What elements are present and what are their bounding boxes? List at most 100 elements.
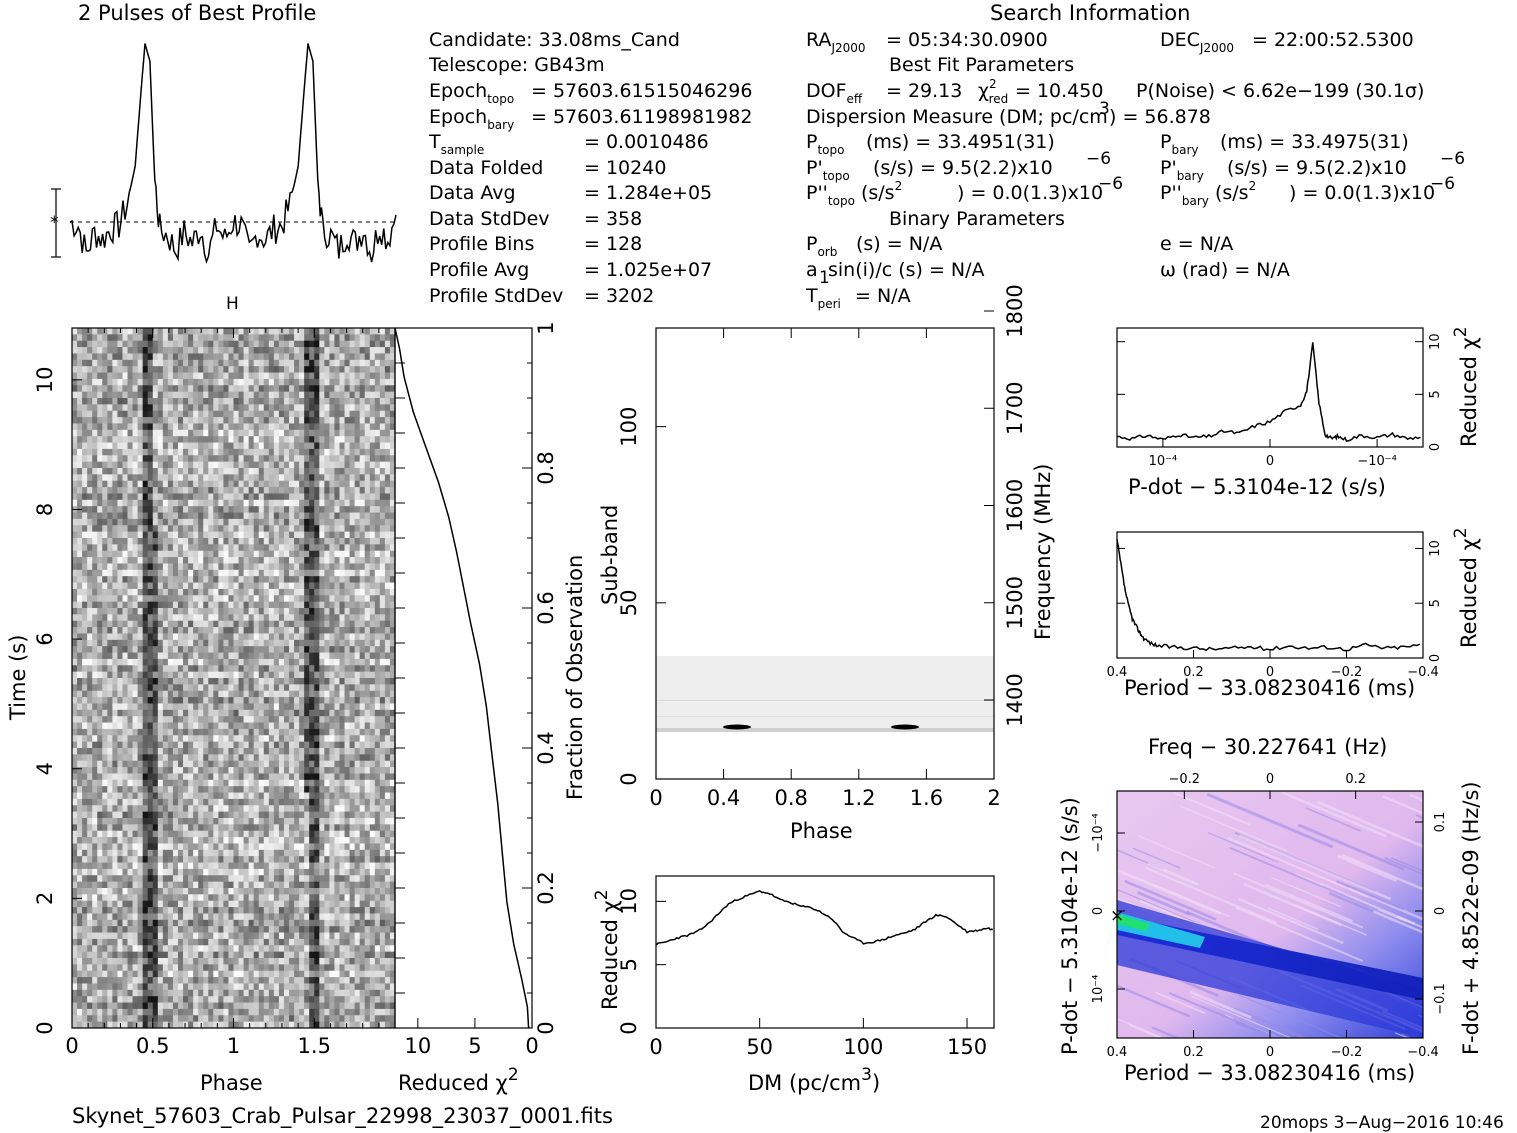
time-phase-cell [364, 703, 371, 711]
time-phase-cell [294, 480, 300, 488]
time-phase-cell [92, 442, 98, 450]
time-phase-cell [364, 448, 371, 456]
time-phase-cell [258, 531, 265, 539]
time-phase-cell [248, 493, 255, 501]
time-phase-cell [359, 429, 366, 437]
time-phase-cell [208, 550, 214, 558]
time-phase-cell [208, 340, 214, 348]
time-phase-cell [87, 811, 93, 819]
time-phase-cell [233, 614, 239, 622]
time-phase-cell [309, 671, 315, 679]
time-phase-cell [157, 531, 164, 539]
time-phase-cell [369, 735, 376, 743]
time-phase-cell [248, 436, 255, 443]
time-phase-cell [142, 620, 149, 628]
time-phase-cell [369, 703, 376, 711]
time-phase-cell [248, 487, 255, 494]
time-phase-cell [248, 697, 255, 704]
time-phase-cell [77, 811, 83, 819]
time-phase-cell [253, 735, 260, 743]
time-phase-cell [243, 378, 250, 386]
time-phase-cell [72, 582, 78, 590]
time-phase-cell [142, 588, 149, 596]
time-phase-cell [162, 436, 169, 443]
time-phase-cell [127, 398, 133, 405]
time-phase-cell [132, 385, 139, 393]
time-phase-cell [132, 410, 139, 418]
time-phase-cell [283, 646, 290, 653]
time-phase-cell [349, 608, 356, 615]
time-phase-cell [198, 684, 204, 692]
time-phase-cell [329, 582, 335, 590]
time-phase-cell [177, 595, 184, 603]
time-phase-cell [82, 786, 88, 793]
time-phase-cell [117, 436, 123, 443]
time-phase-cell [263, 417, 270, 424]
time-phase-cell [304, 487, 310, 494]
time-phase-cell [233, 582, 239, 590]
time-phase-cell [359, 728, 366, 736]
time-phase-cell [208, 455, 214, 463]
time-phase-cell [213, 506, 219, 513]
time-phase-cell [112, 417, 118, 424]
time-phase-cell [329, 792, 335, 800]
time-phase-cell [167, 697, 174, 704]
time-phase-cell [334, 531, 340, 539]
time-phase-cell [112, 468, 118, 475]
time-phase-cell [319, 359, 325, 367]
time-phase-cell [223, 398, 229, 405]
time-phase-cell [233, 423, 239, 431]
time-phase-cell [157, 404, 164, 412]
time-phase-cell [263, 608, 270, 615]
time-phase-cell [278, 684, 285, 692]
time-phase-cell [278, 754, 285, 762]
time-phase-cell [208, 614, 214, 622]
time-phase-cell [278, 639, 285, 647]
time-phase-cell [137, 429, 144, 437]
time-phase-cell [258, 347, 265, 354]
time-phase-cell [233, 754, 239, 762]
time-phase-cell [253, 340, 260, 348]
time-phase-cell [82, 722, 88, 730]
time-phase-cell [299, 334, 305, 342]
time-phase-cell [97, 461, 103, 469]
time-phase-cell [283, 398, 290, 405]
time-phase-cell [369, 429, 376, 437]
time-phase-cell [228, 595, 234, 603]
time-phase-cell [218, 767, 224, 774]
time-phase-cell [268, 518, 275, 526]
time-phase-cell [157, 684, 164, 692]
time-phase-cell [359, 455, 366, 463]
time-phase-cell [309, 391, 315, 399]
time-phase-cell [152, 811, 159, 819]
time-phase-cell [167, 582, 174, 590]
time-phase-cell [258, 506, 265, 513]
time-phase-cell [243, 480, 250, 488]
time-phase-cell [374, 417, 381, 424]
time-phase-cell [97, 487, 103, 494]
time-phase-cell [278, 436, 285, 443]
time-phase-cell [213, 563, 219, 571]
epoch-topo-label: Epochtopo [429, 80, 514, 106]
time-phase-cell [107, 646, 113, 653]
time-phase-cell [218, 697, 224, 704]
time-phase-cell [319, 805, 325, 813]
time-phase-cell [263, 366, 270, 373]
time-phase-cell [278, 493, 285, 501]
time-phase-cell [208, 728, 214, 736]
time-phase-cell [132, 417, 139, 424]
time-phase-cell [177, 436, 184, 443]
time-phase-cell [137, 347, 144, 354]
time-phase-cell [122, 366, 128, 373]
time-phase-cell [218, 366, 224, 373]
time-phase-cell [253, 499, 260, 507]
time-phase-cell [349, 639, 356, 647]
time-phase-cell [167, 773, 174, 781]
time-phase-cell [152, 697, 159, 704]
p-noise: P(Noise) < 6.62e−199 (30.1σ) [1136, 80, 1424, 102]
time-phase-cell [117, 468, 123, 475]
time-phase-cell [147, 347, 154, 354]
time-phase-cell [273, 506, 280, 513]
time-phase-cell [389, 595, 395, 603]
time-phase-cell [283, 487, 290, 494]
